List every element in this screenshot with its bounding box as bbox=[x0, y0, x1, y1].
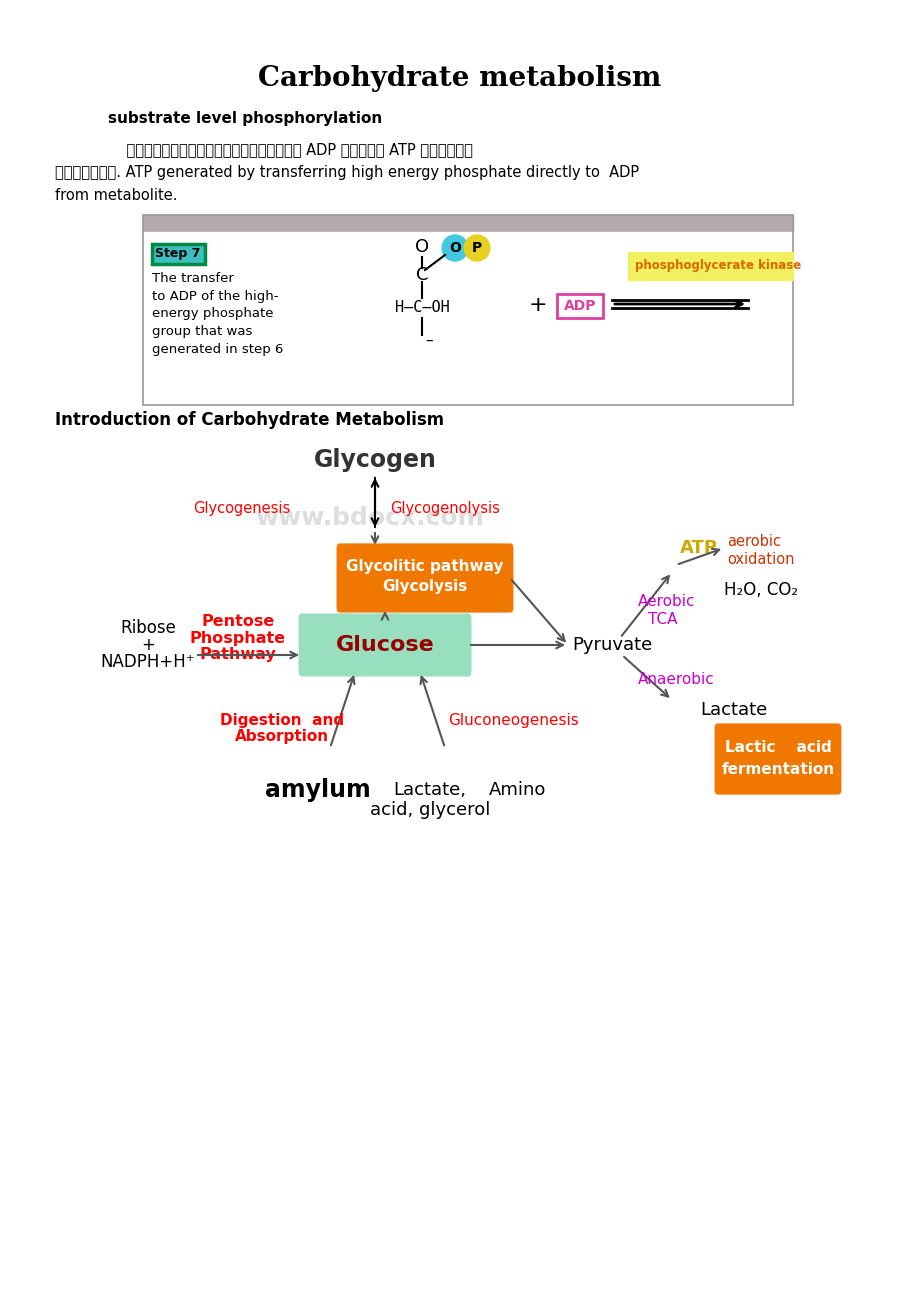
Text: oxidation: oxidation bbox=[726, 552, 794, 568]
Text: Anaerobic: Anaerobic bbox=[637, 673, 714, 687]
Text: Pyruvate: Pyruvate bbox=[572, 635, 652, 654]
Bar bbox=[152, 243, 205, 264]
Text: aerobic: aerobic bbox=[726, 535, 780, 549]
Bar bbox=[556, 294, 602, 318]
Text: Introduction of Carbohydrate Metabolism: Introduction of Carbohydrate Metabolism bbox=[55, 411, 444, 428]
Text: Carbohydrate metabolism: Carbohydrate metabolism bbox=[258, 65, 661, 91]
Text: to ADP of the high-: to ADP of the high- bbox=[152, 289, 278, 302]
Text: Phosphate: Phosphate bbox=[189, 630, 286, 646]
Text: amylum: amylum bbox=[265, 779, 370, 802]
Text: Glycogen: Glycogen bbox=[313, 448, 436, 473]
Text: acid, glycerol: acid, glycerol bbox=[369, 801, 490, 819]
Ellipse shape bbox=[463, 234, 489, 260]
Text: Ribose: Ribose bbox=[120, 618, 176, 637]
Text: 底物水平磷酸化. ATP generated by transferring high energy phosphate directly to  ADP: 底物水平磷酸化. ATP generated by transferring h… bbox=[55, 165, 639, 181]
Text: P: P bbox=[471, 241, 482, 255]
Text: Gluconeogenesis: Gluconeogenesis bbox=[448, 712, 578, 728]
Text: Lactic    acid: Lactic acid bbox=[724, 741, 831, 755]
Text: O: O bbox=[414, 238, 428, 256]
Text: Amino: Amino bbox=[489, 781, 546, 799]
Text: ADP: ADP bbox=[563, 299, 596, 312]
Text: Glycolitic pathway: Glycolitic pathway bbox=[346, 559, 504, 573]
Text: substrate level phosphorylation: substrate level phosphorylation bbox=[108, 111, 381, 125]
Ellipse shape bbox=[442, 234, 468, 260]
Text: –: – bbox=[425, 332, 432, 348]
Text: ATP: ATP bbox=[679, 539, 717, 557]
Bar bbox=[142, 232, 792, 405]
Text: phosphoglycerate kinase: phosphoglycerate kinase bbox=[634, 259, 800, 272]
Bar bbox=[152, 243, 205, 264]
Text: energy phosphate: energy phosphate bbox=[152, 307, 273, 320]
Text: Step 7: Step 7 bbox=[155, 247, 200, 260]
FancyBboxPatch shape bbox=[714, 724, 840, 794]
Text: fermentation: fermentation bbox=[720, 763, 834, 777]
Text: Glucose: Glucose bbox=[335, 635, 434, 655]
Bar bbox=[628, 253, 792, 280]
Text: Lactate: Lactate bbox=[699, 700, 766, 719]
Text: H₂O, CO₂: H₂O, CO₂ bbox=[723, 581, 798, 599]
Text: Glycolysis: Glycolysis bbox=[382, 579, 467, 595]
Text: Glycogenesis: Glycogenesis bbox=[193, 500, 289, 516]
Text: Pathway: Pathway bbox=[199, 647, 276, 661]
Bar bbox=[142, 215, 792, 232]
Text: The transfer: The transfer bbox=[152, 272, 233, 285]
Text: C: C bbox=[415, 266, 427, 284]
FancyBboxPatch shape bbox=[337, 544, 512, 612]
Bar bbox=[142, 215, 792, 405]
Text: www.bdocx.com: www.bdocx.com bbox=[255, 506, 484, 530]
Text: O: O bbox=[448, 241, 460, 255]
Text: +: + bbox=[141, 635, 154, 654]
Bar bbox=[556, 294, 602, 318]
Text: group that was: group that was bbox=[152, 326, 252, 339]
Text: Lactate,: Lactate, bbox=[393, 781, 466, 799]
Text: generated in step 6: generated in step 6 bbox=[152, 344, 283, 357]
Text: from metabolite.: from metabolite. bbox=[55, 189, 177, 203]
Text: +: + bbox=[528, 296, 547, 315]
FancyBboxPatch shape bbox=[299, 615, 471, 676]
Text: Digestion  and: Digestion and bbox=[220, 712, 344, 728]
Text: Aerobic: Aerobic bbox=[637, 595, 695, 609]
Text: H—C—OH: H—C—OH bbox=[394, 301, 449, 315]
Text: Pentose: Pentose bbox=[201, 615, 275, 629]
Text: NADPH+H⁺: NADPH+H⁺ bbox=[100, 654, 195, 671]
Text: 底物分子内部能量重新分布，生成高能键，使 ADP 磷酸化生成 ATP 的过程，称为: 底物分子内部能量重新分布，生成高能键，使 ADP 磷酸化生成 ATP 的过程，称… bbox=[108, 142, 472, 158]
Text: TCA: TCA bbox=[647, 612, 676, 628]
Text: Absorption: Absorption bbox=[234, 729, 329, 745]
Text: Glycogenolysis: Glycogenolysis bbox=[390, 500, 499, 516]
